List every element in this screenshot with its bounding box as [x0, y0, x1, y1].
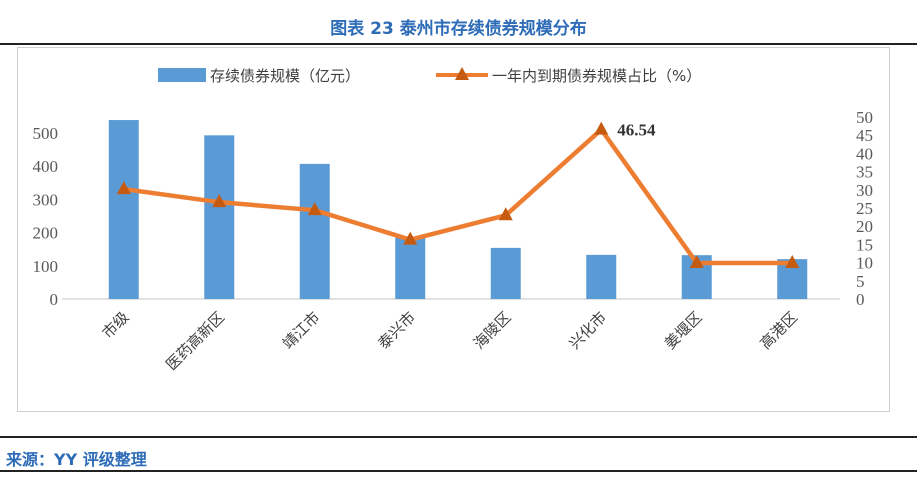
chart-frame: [17, 47, 890, 412]
line-series: [123, 127, 793, 266]
category-label: 医药高新区: [162, 308, 228, 374]
divider: [0, 43, 917, 45]
left-tick-label: 300: [33, 190, 59, 209]
category-label: 海陵区: [470, 308, 515, 353]
right-tick-label: 45: [856, 126, 873, 145]
bar: [395, 237, 426, 299]
data-label: 46.54: [617, 121, 656, 140]
triangle-marker: [689, 254, 704, 268]
right-tick-label: 10: [856, 254, 873, 273]
legend-label: 存续债券规模（亿元）: [210, 67, 360, 85]
right-tick-label: 20: [856, 217, 873, 236]
right-tick-label: 40: [856, 144, 873, 163]
bar: [108, 120, 139, 299]
right-tick-label: 35: [856, 163, 873, 182]
bar: [586, 254, 617, 299]
bar: [490, 247, 521, 299]
chart-title: 图表 23 泰州市存续债券规模分布: [330, 19, 587, 39]
category-label: 姜堰区: [661, 308, 706, 353]
left-tick-label: 200: [33, 224, 59, 243]
right-tick-label: 50: [856, 108, 873, 127]
bar: [299, 163, 330, 299]
triangle-marker: [594, 121, 609, 135]
divider: [0, 436, 917, 438]
triangle-marker: [498, 207, 513, 221]
triangle-marker: [403, 231, 418, 245]
category-label: 市级: [99, 308, 133, 342]
right-tick-label: 30: [856, 181, 873, 200]
category-label: 靖江市: [279, 308, 324, 353]
triangle-marker: [116, 181, 131, 195]
category-label: 高港区: [757, 308, 802, 353]
right-tick-label: 0: [856, 290, 865, 309]
legend-label: 一年内到期债券规模占比（%）: [492, 67, 701, 85]
left-tick-label: 0: [50, 290, 59, 309]
bar: [204, 135, 235, 299]
right-tick-label: 25: [856, 199, 873, 218]
left-tick-label: 400: [33, 157, 59, 176]
right-tick-label: 15: [856, 235, 873, 254]
triangle-marker: [307, 202, 322, 216]
source-note: 来源：YY 评级整理: [6, 450, 147, 469]
left-tick-label: 100: [33, 257, 59, 276]
right-tick-label: 5: [856, 272, 865, 291]
category-label: 泰兴市: [375, 308, 420, 353]
left-tick-label: 500: [33, 124, 59, 143]
triangle-marker: [785, 254, 800, 268]
category-label: 兴化市: [566, 308, 611, 353]
legend-triangle-icon: [455, 67, 469, 80]
triangle-marker: [212, 194, 227, 208]
divider: [0, 470, 917, 472]
legend-bar-swatch: [158, 68, 206, 82]
